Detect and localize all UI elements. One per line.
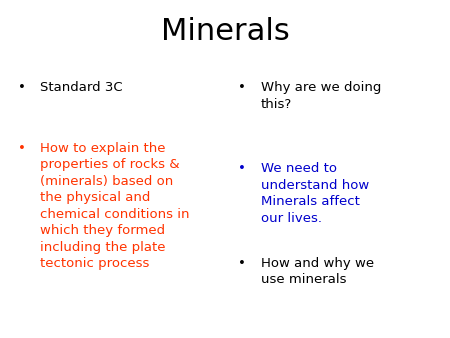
Text: •: •: [18, 142, 26, 155]
Text: Why are we doing
this?: Why are we doing this?: [261, 81, 382, 111]
Text: •: •: [18, 81, 26, 94]
Text: •: •: [238, 162, 247, 175]
Text: Minerals: Minerals: [161, 17, 289, 46]
Text: Standard 3C: Standard 3C: [40, 81, 123, 94]
Text: •: •: [238, 257, 247, 270]
Text: We need to
understand how
Minerals affect
our lives.: We need to understand how Minerals affec…: [261, 162, 369, 225]
Text: How and why we
use minerals: How and why we use minerals: [261, 257, 374, 286]
Text: •: •: [238, 81, 247, 94]
Text: How to explain the
properties of rocks &
(minerals) based on
the physical and
ch: How to explain the properties of rocks &…: [40, 142, 190, 270]
